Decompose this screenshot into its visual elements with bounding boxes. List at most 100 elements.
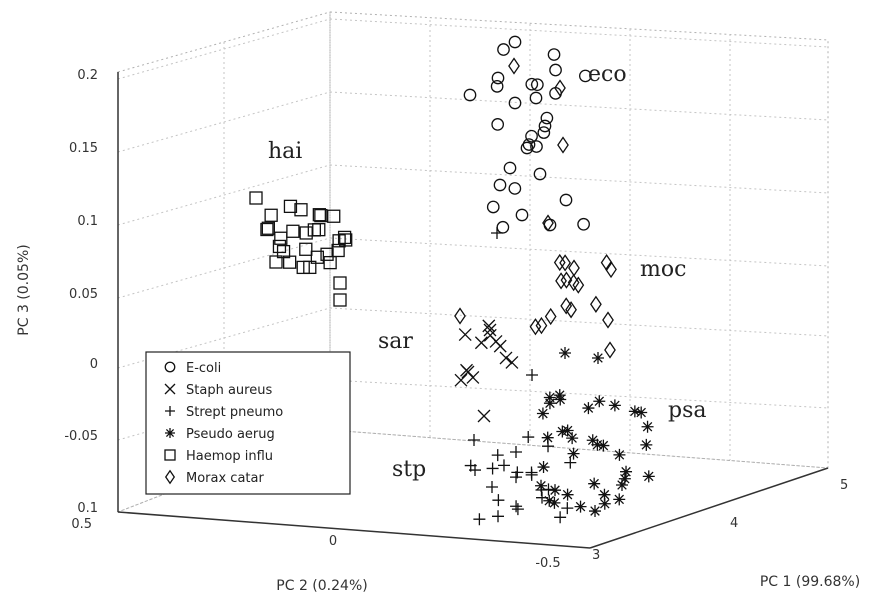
data-point — [333, 276, 347, 290]
data-point — [608, 399, 621, 412]
data-point — [535, 316, 548, 335]
legend-item: Morax catar — [164, 469, 264, 486]
data-point — [541, 431, 554, 444]
data-point — [272, 239, 287, 254]
data-point — [561, 502, 574, 515]
data-point — [642, 470, 655, 483]
grid-line-right — [329, 91, 829, 121]
x-axis-label: PC 1 (99.68%) — [760, 574, 860, 590]
data-point — [591, 438, 604, 451]
data-point — [299, 226, 313, 240]
data-point — [554, 79, 566, 97]
data-point — [491, 449, 504, 462]
series-pseudo-aerug — [535, 347, 655, 518]
grid-line-left — [117, 164, 331, 226]
y-tick-label: -0.5 — [535, 556, 560, 571]
data-point — [578, 69, 592, 83]
cluster-labels: eco hai moc sar psa stp — [268, 62, 707, 482]
data-point — [535, 479, 548, 492]
data-point — [486, 200, 500, 214]
x-tick-label: 5 — [840, 478, 848, 493]
data-point — [515, 208, 529, 222]
data-point — [522, 431, 535, 444]
series-haemop-influ — [249, 191, 353, 307]
legend-label: Haemop influ — [186, 449, 273, 464]
data-point — [543, 397, 556, 410]
data-point — [493, 178, 507, 192]
data-point — [283, 199, 298, 214]
x-tick-label: 4 — [730, 516, 738, 531]
data-point — [618, 472, 631, 485]
z-tick-label: 0.1 — [77, 214, 98, 229]
grid-line-right — [329, 164, 829, 194]
data-point — [249, 191, 263, 205]
data-point — [508, 57, 520, 75]
data-point — [491, 118, 505, 131]
data-point — [561, 424, 574, 437]
data-point — [560, 271, 573, 289]
y-axis-label: PC 2 (0.24%) — [276, 578, 367, 594]
z-tick-label: -0.05 — [64, 429, 98, 444]
y-axis-line — [117, 511, 591, 549]
data-point — [296, 260, 310, 275]
data-point — [597, 439, 610, 452]
data-point — [468, 434, 480, 446]
data-point — [549, 484, 562, 497]
data-point — [492, 510, 505, 523]
z-tick-labels: 0.2 0.15 0.1 0.05 0 -0.05 0.1 — [64, 68, 98, 516]
data-point — [499, 351, 513, 365]
data-point — [537, 461, 550, 474]
legend-marker — [164, 449, 176, 461]
data-point — [586, 434, 599, 447]
data-point — [559, 254, 571, 272]
data-point — [567, 447, 580, 460]
data-point — [464, 459, 477, 472]
data-point — [605, 260, 617, 279]
data-point — [503, 161, 517, 175]
data-point — [333, 293, 347, 307]
data-point — [542, 214, 554, 232]
data-point — [549, 63, 562, 77]
data-point — [529, 318, 542, 336]
legend: E-coli Staph aureus Strept pneumo Pseudo ae… — [145, 351, 351, 495]
data-point — [559, 347, 571, 359]
data-point — [613, 448, 626, 461]
data-point — [491, 71, 505, 85]
data-point — [511, 503, 524, 516]
data-point — [641, 420, 654, 433]
data-point — [454, 307, 466, 325]
data-point — [483, 323, 497, 337]
data-point — [604, 341, 616, 359]
data-point — [260, 222, 274, 237]
data-point — [620, 465, 633, 478]
data-point — [530, 78, 544, 92]
series-strept-pneumo — [464, 227, 577, 526]
data-point — [486, 481, 498, 493]
data-point — [588, 477, 601, 490]
data-point — [264, 208, 278, 222]
legend-box — [145, 351, 351, 495]
legend-marker — [165, 428, 175, 438]
data-point — [553, 253, 566, 272]
data-point — [466, 371, 480, 384]
data-point — [486, 462, 499, 475]
legend-item: Haemop influ — [164, 449, 273, 464]
data-point — [616, 479, 628, 491]
data-point — [543, 494, 556, 507]
data-point — [547, 48, 561, 61]
legend-label: Morax catar — [186, 471, 264, 486]
data-point — [598, 488, 611, 501]
data-point — [540, 111, 554, 125]
z-axis-label: PC 3 (0.05%) — [16, 244, 32, 335]
data-point — [463, 88, 477, 102]
data-point — [593, 395, 606, 408]
data-point — [564, 456, 577, 469]
z-tick-label: 0.1 — [77, 501, 98, 516]
data-point — [332, 234, 346, 248]
data-point — [458, 328, 472, 342]
cluster-label-moc: moc — [640, 257, 686, 282]
x-tick-label: 3 — [592, 548, 600, 563]
data-point — [561, 488, 574, 501]
data-point — [491, 227, 503, 239]
data-point — [508, 35, 522, 49]
